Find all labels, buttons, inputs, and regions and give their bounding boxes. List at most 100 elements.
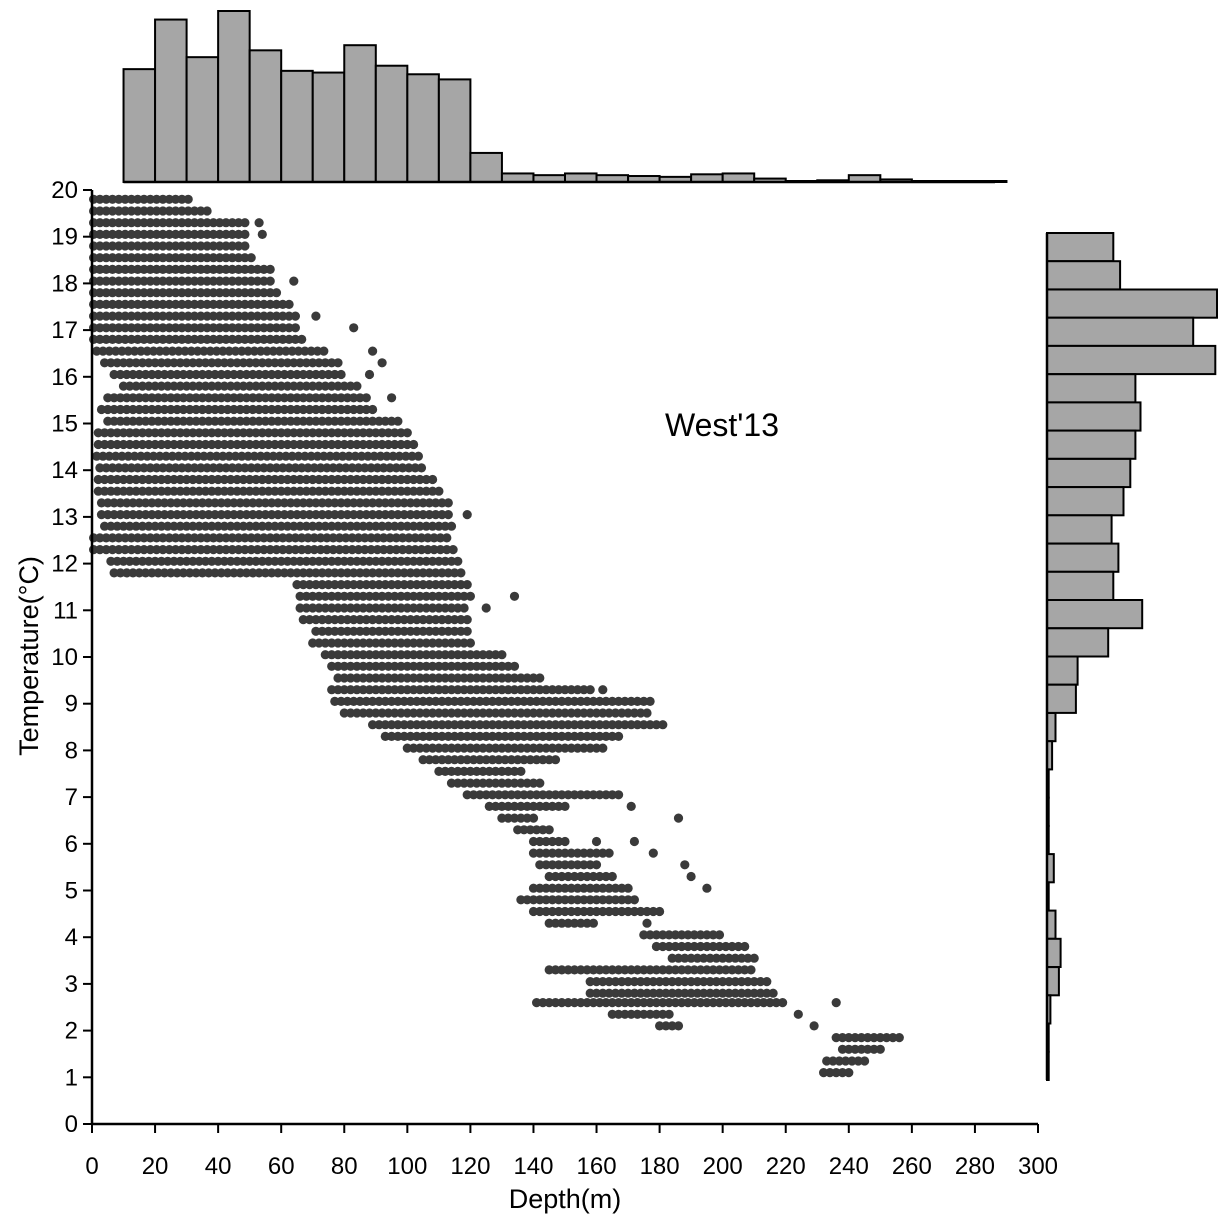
scatter-point [614, 696, 624, 707]
scatter-point [424, 696, 434, 707]
scatter-point [183, 299, 193, 309]
scatter-point [278, 463, 288, 473]
scatter-point [257, 358, 267, 368]
scatter-point [494, 696, 504, 707]
scatter-point [385, 533, 395, 543]
scatter-point [544, 720, 554, 730]
y-tick-label: 13 [51, 504, 78, 531]
scatter-point [271, 288, 282, 298]
scatter-point [727, 941, 737, 952]
scatter-point [196, 229, 206, 239]
scatter-point [264, 474, 274, 485]
scatter-point [147, 568, 157, 578]
y-tick-label: 2 [65, 1018, 78, 1045]
scatter-point [265, 323, 275, 333]
scatter-point [139, 241, 149, 251]
scatter-point [487, 790, 498, 800]
temperature-histogram-bar [1046, 712, 1057, 743]
scatter-point [221, 299, 231, 309]
scatter-point [189, 533, 200, 543]
scatter-point [276, 428, 286, 438]
scatter-point [440, 638, 450, 648]
scatter-point [418, 755, 428, 765]
scatter-point [161, 346, 171, 356]
scatter-point [487, 755, 498, 765]
scatter-point [297, 545, 307, 555]
scatter-point [541, 906, 551, 917]
scatter-point [349, 323, 359, 333]
temperature-histogram-bar [1046, 486, 1125, 517]
scatter-point [298, 509, 308, 520]
scatter-point [582, 790, 592, 800]
scatter-point [541, 708, 551, 718]
scatter-point [306, 346, 316, 356]
scatter-point [491, 743, 501, 753]
scatter-point [107, 311, 118, 321]
scatter-point [210, 498, 220, 508]
scatter-point [428, 556, 438, 566]
scatter-point [396, 708, 406, 718]
scatter-point [221, 218, 231, 228]
scatter-point [177, 194, 187, 204]
scatter-point [595, 965, 605, 975]
scatter-point [377, 603, 387, 613]
scatter-point [139, 194, 149, 204]
scatter-point [341, 545, 351, 555]
scatter-point [122, 568, 132, 578]
scatter-point [208, 463, 218, 473]
scatter-point [254, 509, 264, 520]
scatter-point [718, 953, 728, 963]
scatter-point [153, 404, 163, 415]
scatter-point [279, 568, 289, 578]
scatter-point [219, 474, 229, 485]
scatter-point [610, 977, 621, 987]
scatter-point [730, 953, 740, 963]
scatter-point [642, 918, 652, 928]
scatter-point [491, 650, 501, 660]
scatter-point [428, 743, 438, 753]
scatter-point [227, 218, 237, 228]
scatter-point [516, 813, 526, 823]
scatter-point [259, 311, 269, 321]
scatter-point [122, 404, 132, 415]
scatter-point [446, 708, 457, 718]
scatter-point [180, 451, 190, 461]
scatter-point [541, 801, 551, 812]
scatter-point [497, 673, 507, 683]
scatter-point [156, 428, 166, 438]
scatter-point [158, 533, 168, 543]
scatter-point [298, 580, 308, 590]
scatter-point [115, 369, 125, 380]
scatter-point [234, 533, 244, 543]
scatter-point [297, 463, 307, 473]
scatter-point [399, 626, 409, 636]
scatter-point [557, 965, 567, 975]
scatter-point [139, 206, 149, 216]
scatter-point [115, 416, 125, 426]
scatter-point [405, 580, 416, 590]
scatter-point [642, 988, 652, 998]
scatter-point [311, 580, 321, 590]
scatter-point [194, 439, 204, 450]
scatter-point [342, 696, 352, 707]
depth-histogram-bar [437, 78, 472, 183]
scatter-point [390, 638, 400, 648]
scatter-point [522, 673, 532, 683]
scatter-point [494, 790, 504, 800]
scatter-point [240, 276, 250, 286]
scatter-point [327, 685, 337, 695]
x-tick-label: 280 [955, 1153, 995, 1180]
scatter-point [295, 381, 305, 391]
scatter-point [125, 486, 135, 496]
scatter-point [355, 498, 365, 508]
scatter-point [610, 895, 621, 905]
scatter-point [487, 696, 498, 707]
scatter-point [459, 743, 469, 753]
scatter-point [416, 545, 427, 555]
scatter-point [415, 661, 425, 671]
scatter-point [547, 743, 558, 753]
scatter-point [93, 439, 103, 450]
scatter-point [648, 848, 658, 858]
scatter-point [576, 790, 586, 800]
scatter-point [576, 871, 586, 882]
